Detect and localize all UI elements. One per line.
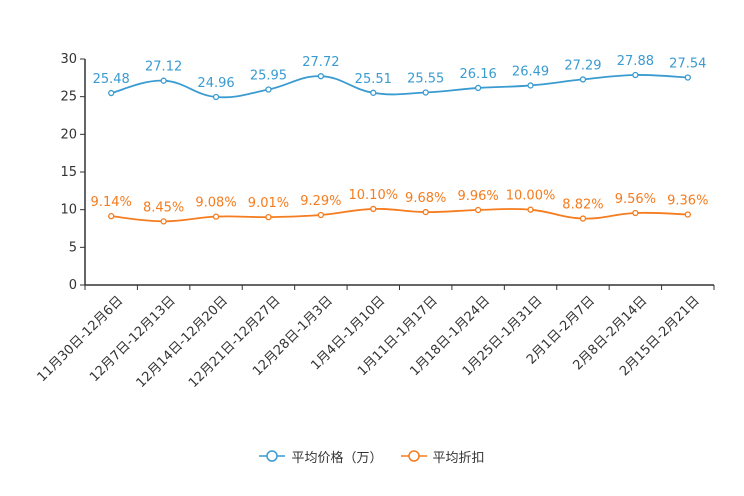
- data-point: [422, 89, 429, 96]
- data-label: 25.48: [93, 72, 130, 87]
- axes: 05101520253011月30日-12月6日12月7日-12月13日12月1…: [35, 52, 715, 391]
- data-label: 27.54: [669, 57, 706, 72]
- data-label: 8.45%: [143, 200, 184, 215]
- data-point: [527, 206, 534, 213]
- data-label: 27.88: [617, 54, 654, 69]
- data-point: [422, 208, 429, 216]
- y-tick-label: 15: [60, 165, 77, 180]
- data-label: 9.14%: [91, 195, 132, 210]
- data-label: 9.01%: [248, 196, 289, 211]
- data-label: 9.29%: [300, 194, 341, 209]
- data-label: 10.00%: [506, 189, 556, 204]
- data-label: 9.08%: [195, 196, 236, 211]
- y-tick-label: 25: [60, 90, 77, 105]
- data-point: [265, 86, 272, 93]
- data-label: 25.55: [407, 72, 444, 87]
- legend-item-discount[interactable]: 平均折扣: [400, 447, 485, 466]
- series-1: 9.14% 8.45% 9.08% 9.01% 9.29% 10.10% 9.68% 9.96…: [91, 188, 708, 225]
- data-point: [474, 206, 482, 214]
- series-line: [110, 74, 688, 99]
- data-point: [527, 82, 534, 89]
- data-point: [370, 205, 377, 213]
- data-label: 27.29: [564, 58, 601, 73]
- x-category-label: 12月21日-12月27日: [186, 293, 283, 390]
- data-point: [265, 213, 272, 221]
- data-label: 9.36%: [667, 193, 708, 208]
- data-label: 27.12: [145, 60, 182, 75]
- x-category-label: 11月30日-12月6日: [35, 293, 127, 385]
- data-label: 27.72: [302, 55, 339, 70]
- data-point: [160, 77, 167, 84]
- y-tick-label: 10: [60, 203, 77, 218]
- data-point: [370, 89, 377, 96]
- data-point: [212, 213, 220, 220]
- data-point: [579, 76, 587, 83]
- legend-discount-marker-icon: [400, 450, 427, 462]
- data-label: 25.95: [250, 69, 287, 84]
- y-tick-label: 20: [60, 127, 77, 142]
- legend-price-label: 平均价格（万）: [291, 450, 383, 466]
- data-point: [317, 211, 325, 219]
- legend: 平均价格（万） 平均折扣: [0, 444, 744, 468]
- data-label: 9.68%: [405, 191, 446, 206]
- data-point: [108, 212, 115, 220]
- data-point: [684, 74, 691, 81]
- series-0: 25.48 27.12 24.96 25.95 27.72 25.51 25.55 26.16…: [93, 54, 706, 101]
- legend-item-price[interactable]: 平均价格（万）: [259, 447, 383, 466]
- data-point: [160, 218, 167, 225]
- data-point: [632, 209, 639, 217]
- data-label: 26.49: [512, 64, 549, 79]
- data-label: 8.82%: [562, 198, 603, 213]
- data-label: 10.10%: [349, 188, 399, 203]
- data-label: 26.16: [460, 67, 497, 82]
- data-point: [684, 211, 691, 218]
- legend-price-marker-icon: [259, 450, 286, 462]
- data-point: [317, 73, 325, 80]
- data-point: [108, 89, 115, 97]
- x-category-label: 12月14日-12月20日: [134, 293, 231, 390]
- y-tick-label: 5: [69, 240, 77, 255]
- data-point: [579, 215, 587, 222]
- data-label: 24.96: [197, 76, 234, 91]
- data-point: [474, 84, 482, 92]
- legend-discount-label: 平均折扣: [432, 450, 485, 466]
- data-label: 9.56%: [615, 192, 656, 207]
- data-label: 9.96%: [457, 189, 498, 204]
- series-layer: 25.48 27.12 24.96 25.95 27.72 25.51 25.55 26.16…: [91, 54, 708, 225]
- y-tick-label: 0: [69, 278, 77, 293]
- data-point: [632, 71, 639, 79]
- data-label: 25.51: [355, 72, 392, 87]
- series-line: [111, 207, 688, 223]
- data-point: [212, 93, 220, 101]
- y-tick-label: 30: [60, 52, 77, 67]
